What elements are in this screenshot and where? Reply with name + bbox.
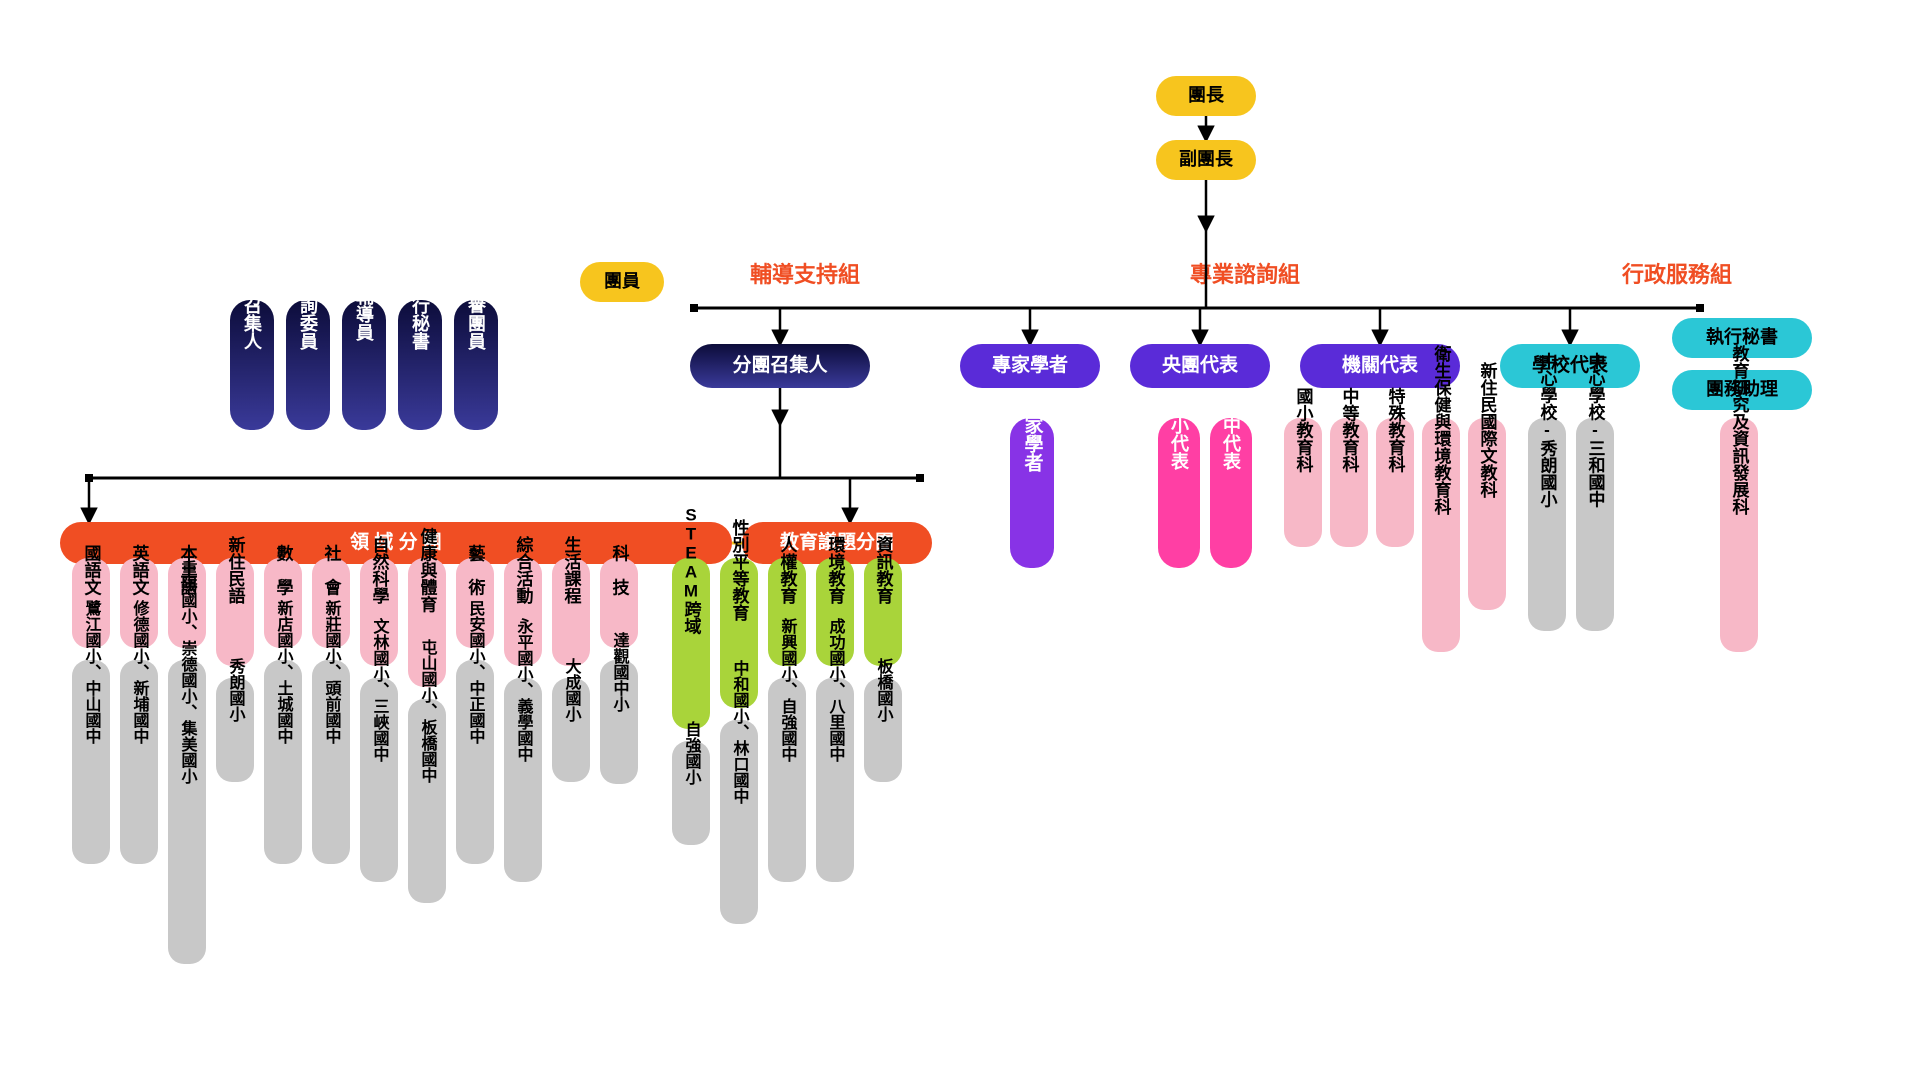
svg-text:藝 術: 藝 術 xyxy=(466,543,487,596)
svg-text:達觀國中小: 達觀國中小 xyxy=(611,631,630,713)
svg-text:諮詢委員: 諮詢委員 xyxy=(298,277,319,351)
svg-text:副召集人: 副召集人 xyxy=(242,278,263,350)
svg-text:行政服務組: 行政服務組 xyxy=(1621,262,1732,287)
svg-text:生活課程: 生活課程 xyxy=(562,535,582,604)
svg-text:環境教育: 環境教育 xyxy=(826,536,847,605)
svg-text:民安國小、中正國中: 民安國小、中正國中 xyxy=(467,600,486,745)
svg-text:衛生保健與環境教育科: 衛生保健與環境教育科 xyxy=(1432,344,1453,516)
svg-text:國中代表: 國中代表 xyxy=(1221,398,1242,471)
svg-text:自強國小: 自強國小 xyxy=(683,720,702,786)
svg-text:副團長: 副團長 xyxy=(1179,149,1234,169)
svg-text:輔導支持組: 輔導支持組 xyxy=(750,262,860,287)
svg-text:執行秘書: 執行秘書 xyxy=(1706,326,1778,347)
svg-text:中和國小、林口國中: 中和國小、林口國中 xyxy=(731,659,750,805)
svg-text:團長: 團長 xyxy=(1188,85,1225,105)
svg-text:特殊教育科: 特殊教育科 xyxy=(1386,386,1407,473)
svg-text:央團代表: 央團代表 xyxy=(1162,353,1239,376)
svg-text:新莊國小、頭前國中: 新莊國小、頭前國中 xyxy=(323,599,342,745)
svg-text:中等教育科: 中等教育科 xyxy=(1340,386,1361,473)
svg-text:文林國小、三峽國中: 文林國小、三峽國中 xyxy=(371,617,390,763)
svg-text:社 會: 社 會 xyxy=(322,543,343,596)
svg-text:新住民語: 新住民語 xyxy=(226,535,246,605)
svg-text:屯山國小、板橋國中: 屯山國小、板橋國中 xyxy=(419,638,438,784)
svg-text:國小教育科: 國小教育科 xyxy=(1294,387,1315,473)
svg-text:專家學者: 專家學者 xyxy=(992,353,1068,376)
svg-text:執行秘書: 執行秘書 xyxy=(410,277,431,351)
svg-text:中心學校-三和國中: 中心學校-三和國中 xyxy=(1586,351,1606,508)
svg-text:健康與體育: 健康與體育 xyxy=(418,526,438,613)
svg-text:自然科學: 自然科學 xyxy=(370,535,390,605)
svg-text:STEAM跨域: STEAM跨域 xyxy=(682,506,702,636)
svg-text:國小代表: 國小代表 xyxy=(1169,398,1190,471)
svg-text:性別平等教育: 性別平等教育 xyxy=(730,518,751,622)
svg-text:資訊教育: 資訊教育 xyxy=(874,536,895,605)
svg-text:人權教育: 人權教育 xyxy=(778,536,799,605)
svg-text:新興國小、自強國中: 新興國小、自強國中 xyxy=(779,617,798,763)
svg-text:板橋國小: 板橋國小 xyxy=(875,657,894,723)
svg-text:數 學: 數 學 xyxy=(274,543,294,596)
org-chart: 團長副團長輔導支持組專業諮詢組行政服務組團員分團召集人專家學者央團代表機關代表學… xyxy=(0,0,1920,1080)
svg-text:新店國小、土城國中: 新店國小、土城國中 xyxy=(275,599,294,745)
svg-text:國語文: 國語文 xyxy=(82,544,102,596)
svg-text:榮譽團員: 榮譽團員 xyxy=(466,277,487,351)
svg-text:教育研究及資訊發展科: 教育研究及資訊發展科 xyxy=(1730,344,1751,516)
svg-text:輔導員: 輔導員 xyxy=(354,286,375,342)
svg-text:分團召集人: 分團召集人 xyxy=(732,353,828,376)
svg-text:科 技: 科 技 xyxy=(610,543,630,596)
svg-text:專家學者: 專家學者 xyxy=(1022,395,1044,473)
svg-text:團員: 團員 xyxy=(604,271,640,291)
svg-text:大成國小: 大成國小 xyxy=(563,657,582,723)
svg-text:英語文: 英語文 xyxy=(130,543,150,596)
svg-text:機關代表: 機關代表 xyxy=(1342,353,1419,376)
svg-text:新住民國際文教科: 新住民國際文教科 xyxy=(1478,361,1499,499)
svg-text:鷺江國小、中山國中: 鷺江國小、中山國中 xyxy=(83,599,102,745)
svg-text:中心學校-秀朗國小: 中心學校-秀朗國小 xyxy=(1538,351,1559,508)
svg-text:綜合活動: 綜合活動 xyxy=(514,535,534,605)
